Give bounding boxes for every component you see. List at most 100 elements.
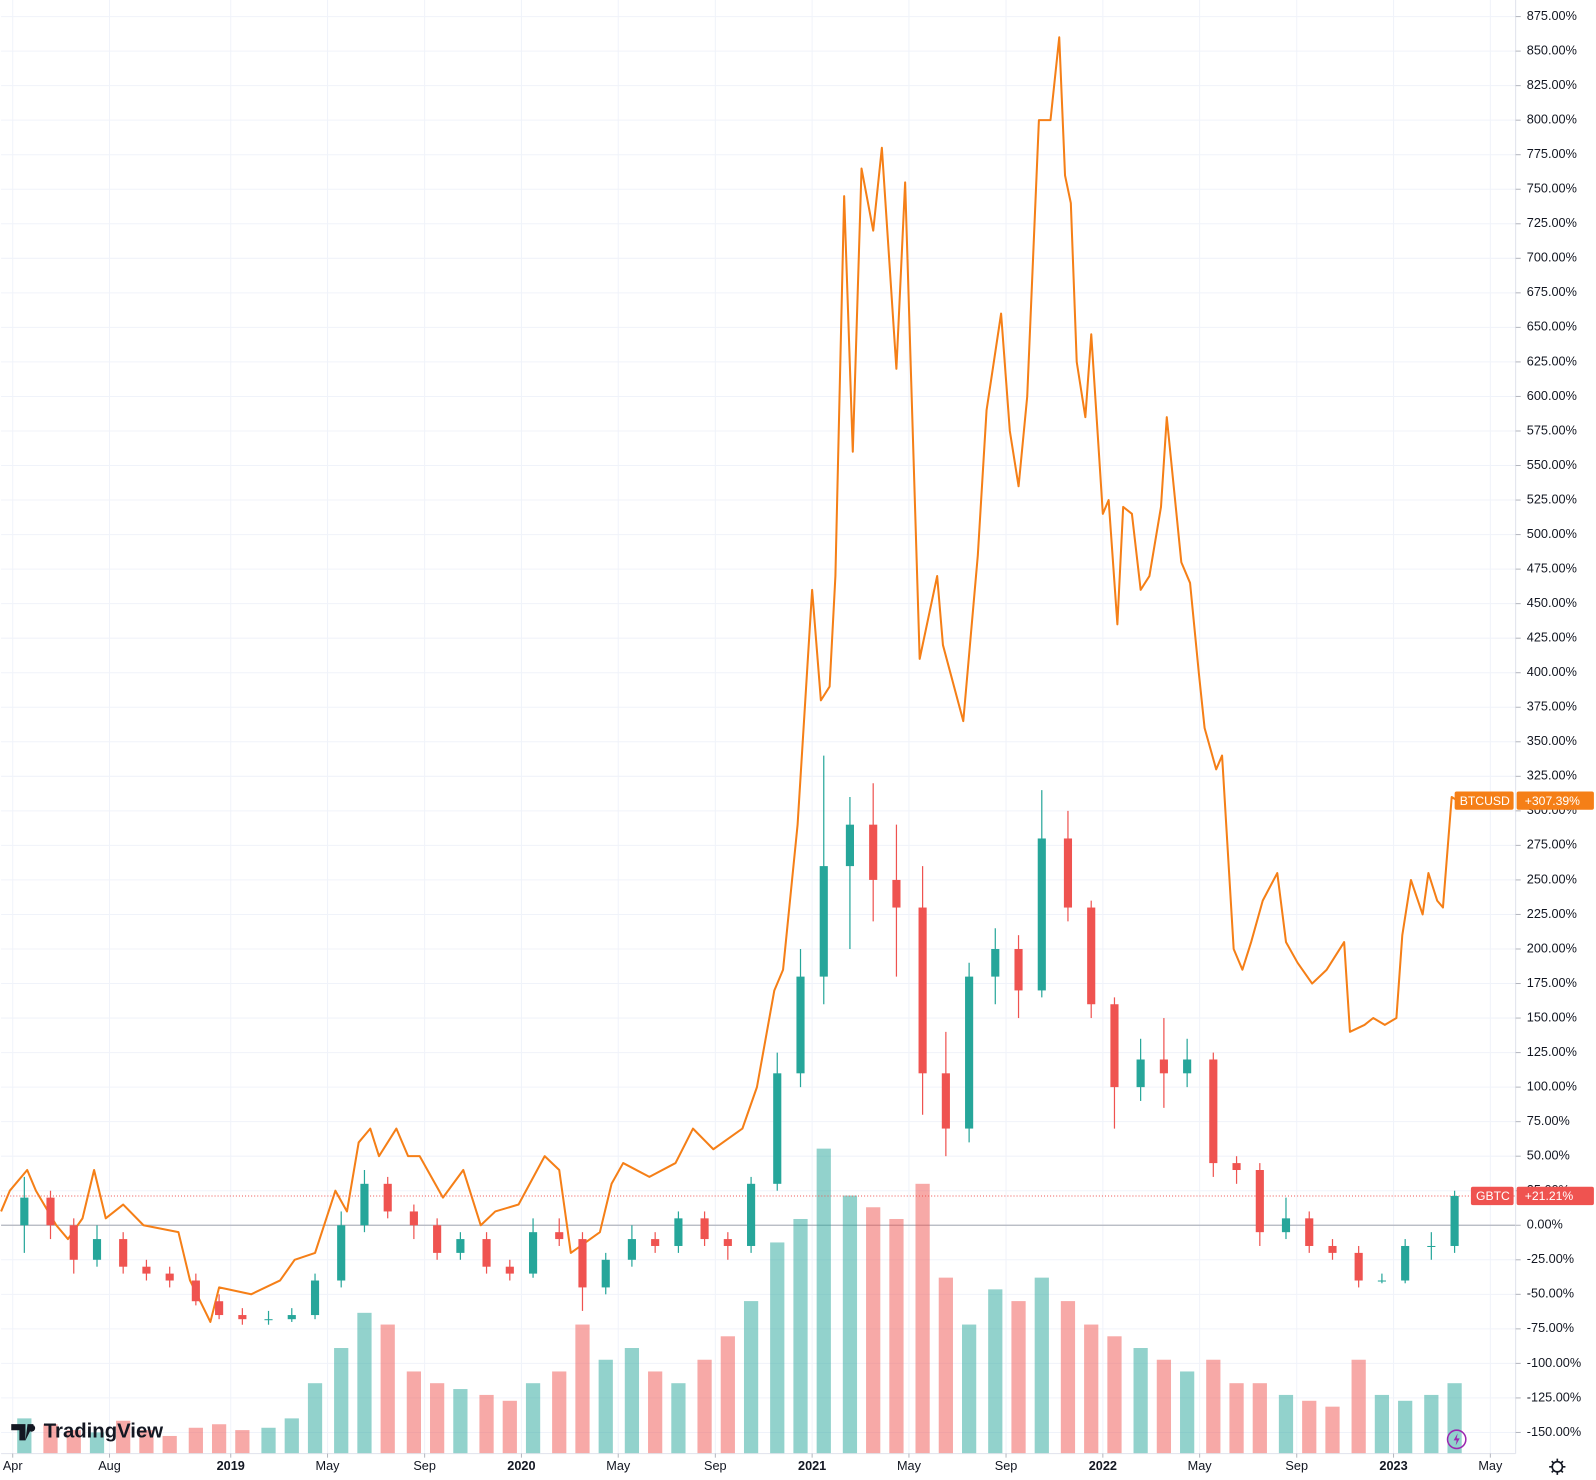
volume-bar — [116, 1420, 131, 1454]
candle-body — [433, 1225, 442, 1253]
candle-body — [505, 1266, 514, 1274]
y-tick-label: 800.00% — [1527, 113, 1577, 127]
y-tick-label: 400.00% — [1527, 665, 1577, 679]
volume-bar — [502, 1400, 517, 1454]
y-tick-label: 675.00% — [1527, 285, 1577, 299]
y-tick-label: -25.00% — [1527, 1252, 1574, 1266]
candle-body — [819, 866, 828, 977]
candle-body — [238, 1315, 247, 1320]
candle-body — [627, 1239, 636, 1260]
volume-bar — [211, 1424, 227, 1454]
y-tick-label: 575.00% — [1527, 423, 1577, 437]
candle-body — [1110, 1004, 1119, 1088]
volume-bar — [1325, 1406, 1340, 1454]
y-tick-label: 450.00% — [1527, 596, 1577, 610]
candle-body — [601, 1259, 610, 1288]
candle-body — [409, 1211, 418, 1226]
candle-body — [796, 976, 805, 1074]
btc-name-tag — [1454, 791, 1514, 810]
candle-body — [965, 976, 974, 1129]
y-tick-label: 0.00% — [1527, 1218, 1563, 1232]
y-tick-label: 50.00% — [1527, 1149, 1570, 1163]
volume-bar — [720, 1336, 735, 1454]
volume-bar — [1398, 1400, 1413, 1454]
y-tick-label: 650.00% — [1527, 320, 1577, 334]
gbtc-name: GBTC — [1476, 1189, 1510, 1203]
btc-price-tag — [1516, 791, 1594, 810]
y-tick-label: 250.00% — [1527, 872, 1577, 886]
btc-price: +307.39% — [1525, 794, 1580, 808]
volume-bar — [889, 1218, 904, 1454]
volume-bar — [479, 1394, 494, 1454]
candle-body — [1255, 1170, 1264, 1233]
y-tick-label: 750.00% — [1527, 182, 1577, 196]
volume-bar — [1011, 1301, 1026, 1454]
volume-bar — [1034, 1277, 1049, 1454]
candle-body — [1427, 1245, 1436, 1247]
y-tick-label: 600.00% — [1527, 389, 1577, 403]
candle-body — [845, 824, 854, 867]
replay-button[interactable] — [1446, 1429, 1467, 1450]
volume-bar — [162, 1435, 177, 1454]
volume-bar — [1351, 1359, 1366, 1454]
settings-button[interactable] — [1549, 1458, 1566, 1475]
volume-bar — [624, 1348, 640, 1454]
y-tick-label: 525.00% — [1527, 492, 1577, 506]
candle-body — [337, 1225, 346, 1281]
replay-circle[interactable] — [1446, 1429, 1467, 1450]
volume-bar — [1252, 1383, 1267, 1454]
candle-body — [92, 1239, 102, 1260]
y-tick-label: 100.00% — [1527, 1079, 1577, 1093]
volume-bar — [575, 1324, 590, 1454]
btc-line — [0, 36, 1459, 1323]
candle-body — [482, 1239, 491, 1267]
y-tick-label: 775.00% — [1527, 147, 1577, 161]
x-tick-label: 2023 — [1379, 1459, 1407, 1473]
replay-bolt[interactable] — [1453, 1433, 1460, 1446]
candle-body — [69, 1225, 78, 1260]
candle-body — [1281, 1218, 1291, 1233]
axes: -150.00% -125.00% -100.00% -75.00% -50.00% -2… — [3, 9, 1594, 1473]
x-tick-label: 2019 — [217, 1459, 245, 1473]
candle-body — [310, 1280, 320, 1316]
volume-bar — [1133, 1348, 1148, 1454]
candle-body — [941, 1073, 950, 1129]
x-tick-label: May — [316, 1459, 341, 1473]
candle-body — [119, 1239, 128, 1267]
candle-body — [528, 1232, 538, 1274]
candle-body — [991, 948, 1000, 977]
candle-body — [1037, 838, 1046, 991]
y-tick-label: 625.00% — [1527, 354, 1577, 368]
volume-layer — [17, 1148, 1462, 1454]
volume-bar — [1206, 1359, 1221, 1454]
candle-body — [142, 1266, 151, 1274]
y-tick-label: 375.00% — [1527, 700, 1577, 714]
candle-body — [1087, 907, 1096, 1005]
candle-body — [1328, 1245, 1337, 1253]
volume-bar — [139, 1430, 154, 1454]
candle-body — [1014, 948, 1023, 991]
btc-name: BTCUSD — [1460, 794, 1510, 808]
x-tick-label: Sep — [1285, 1459, 1308, 1473]
brand: TradingView — [44, 1421, 163, 1443]
y-tick-label: 75.00% — [1527, 1114, 1570, 1128]
gear-teeth[interactable] — [1549, 1458, 1566, 1475]
volume-bar — [430, 1383, 445, 1454]
plot — [0, 36, 1516, 1325]
volume-bar — [598, 1359, 613, 1454]
volume-bar — [261, 1427, 276, 1454]
candle-body — [892, 879, 901, 908]
volume-bar — [43, 1424, 58, 1454]
gbtc-price-tag — [1516, 1186, 1594, 1206]
volume-bar — [988, 1289, 1003, 1454]
y-tick-label: 275.00% — [1527, 838, 1577, 852]
candle-body — [1377, 1280, 1386, 1282]
y-tick-label: 325.00% — [1527, 769, 1577, 783]
volume-bar — [89, 1432, 105, 1454]
candle-body — [1232, 1163, 1241, 1171]
x-tick-label: 2022 — [1089, 1459, 1117, 1473]
x-tick-label: May — [1188, 1459, 1213, 1473]
y-tick-label: -100.00% — [1527, 1356, 1581, 1370]
x-tick-label: Sep — [413, 1459, 436, 1473]
